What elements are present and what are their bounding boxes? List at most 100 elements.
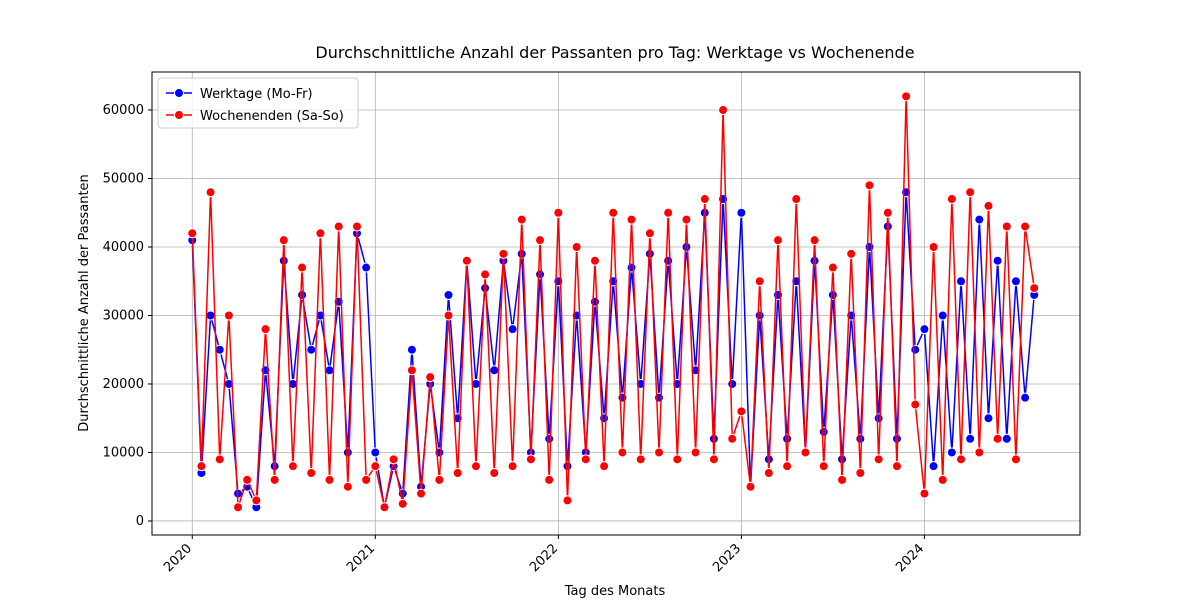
marker: [580, 454, 591, 465]
series-line: [191, 96, 1035, 508]
marker: [882, 207, 893, 218]
marker: [873, 413, 884, 424]
legend-marker: [174, 88, 184, 98]
marker: [699, 194, 710, 205]
marker: [663, 207, 674, 218]
marker: [416, 488, 427, 499]
marker: [489, 365, 500, 376]
marker: [837, 474, 848, 485]
marker: [919, 324, 930, 335]
marker: [1001, 433, 1012, 444]
marker: [992, 433, 1003, 444]
marker: [727, 433, 738, 444]
marker: [901, 91, 912, 102]
marker: [260, 324, 271, 335]
marker: [827, 262, 838, 273]
marker: [873, 454, 884, 465]
marker: [937, 310, 948, 321]
marker: [342, 481, 353, 492]
marker: [956, 276, 967, 287]
x-tick-label: 2023: [710, 541, 744, 575]
marker: [342, 447, 353, 458]
marker: [370, 461, 381, 472]
marker: [946, 447, 957, 458]
y-tick-label: 40000: [103, 240, 144, 255]
marker: [214, 454, 225, 465]
marker: [974, 214, 985, 225]
marker: [626, 214, 637, 225]
marker: [297, 262, 308, 273]
y-tick-label: 60000: [103, 103, 144, 118]
y-tick-label: 10000: [103, 445, 144, 460]
marker: [489, 468, 500, 479]
marker: [388, 454, 399, 465]
marker: [361, 262, 372, 273]
marker: [946, 194, 957, 205]
marker: [974, 447, 985, 458]
marker: [370, 447, 381, 458]
marker: [635, 454, 646, 465]
marker: [406, 365, 417, 376]
marker: [242, 474, 253, 485]
marker: [983, 200, 994, 211]
marker: [626, 262, 637, 273]
marker: [315, 228, 326, 239]
marker: [233, 502, 244, 513]
marker: [864, 241, 875, 252]
marker: [992, 255, 1003, 266]
marker: [745, 481, 756, 492]
marker: [617, 392, 628, 403]
marker: [772, 289, 783, 300]
marker: [516, 214, 527, 225]
y-tick-label: 20000: [103, 377, 144, 392]
marker: [589, 255, 600, 266]
legend-label: Werktage (Mo-Fr): [200, 87, 313, 102]
marker: [535, 235, 546, 246]
marker: [772, 235, 783, 246]
marker: [800, 447, 811, 458]
marker: [663, 255, 674, 266]
marker: [846, 248, 857, 259]
marker: [718, 105, 729, 116]
marker: [617, 447, 628, 458]
marker: [379, 502, 390, 513]
marker: [855, 433, 866, 444]
chart-title: Durchschnittliche Anzahl der Passanten p…: [315, 43, 914, 62]
marker: [553, 207, 564, 218]
marker: [754, 310, 765, 321]
marker: [1020, 392, 1031, 403]
marker: [690, 447, 701, 458]
marker: [864, 180, 875, 191]
marker: [599, 413, 610, 424]
series-line: [191, 192, 1035, 508]
marker: [1010, 454, 1021, 465]
marker: [736, 207, 747, 218]
marker: [708, 454, 719, 465]
marker: [818, 426, 829, 437]
x-tick-label: 2020: [161, 541, 195, 575]
y-axis-label: Durchschnittliche Anzahl der Passanten: [77, 174, 92, 432]
marker: [791, 194, 802, 205]
plot-frame: [151, 71, 1081, 536]
x-tick-label: 2024: [893, 541, 927, 575]
marker: [470, 461, 481, 472]
legend-marker: [174, 110, 184, 120]
marker: [251, 495, 262, 506]
marker: [480, 269, 491, 280]
marker: [544, 474, 555, 485]
marker: [910, 399, 921, 410]
marker: [654, 447, 665, 458]
marker: [571, 241, 582, 252]
marker: [763, 468, 774, 479]
marker: [562, 495, 573, 506]
marker: [361, 474, 372, 485]
marker: [754, 276, 765, 287]
marker: [507, 461, 518, 472]
marker: [827, 289, 838, 300]
marker: [187, 228, 198, 239]
marker: [544, 433, 555, 444]
marker: [1029, 283, 1040, 294]
marker: [516, 248, 527, 259]
marker: [507, 324, 518, 335]
marker: [434, 474, 445, 485]
